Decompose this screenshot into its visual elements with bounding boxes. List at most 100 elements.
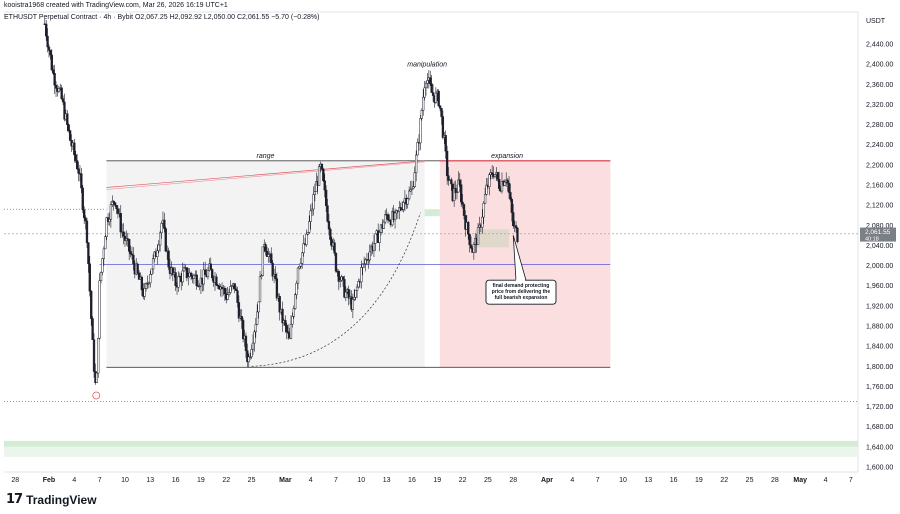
x-tick-label: 10 <box>121 477 129 484</box>
candle <box>399 202 402 212</box>
candle-body <box>151 258 155 270</box>
x-tick-label: 4 <box>309 477 313 484</box>
candle <box>496 171 499 182</box>
candle-body <box>468 233 471 246</box>
candle-body <box>116 208 120 214</box>
x-tick-label: Feb <box>43 477 55 484</box>
candle-body <box>246 350 249 363</box>
candle-body <box>310 208 314 212</box>
candle <box>216 283 219 290</box>
candle <box>299 257 302 270</box>
symbol-ohlc-line: ETHUSDT Perpetual Contract · 4h · Bybit … <box>4 14 320 21</box>
candle-body <box>302 243 305 254</box>
candle <box>302 234 305 257</box>
candle-body <box>115 205 118 209</box>
candle <box>251 334 255 355</box>
x-tick-label: 19 <box>197 477 205 484</box>
candle-body <box>309 210 312 222</box>
candle <box>129 245 132 258</box>
candle-body <box>216 284 219 287</box>
candle-body <box>298 266 301 269</box>
current-price-badge <box>860 227 896 242</box>
candle-body <box>47 46 51 51</box>
x-tick-label: 16 <box>172 477 180 484</box>
candle <box>260 273 263 280</box>
zones-layer <box>4 11 859 473</box>
candle-body <box>469 244 473 249</box>
candle-body <box>327 221 331 230</box>
candle-body <box>260 275 263 278</box>
x-tick-label: 22 <box>222 477 230 484</box>
x-tick-label: 28 <box>509 477 517 484</box>
candle-body <box>85 220 89 244</box>
candle <box>271 260 274 281</box>
candle-body <box>67 124 70 131</box>
candle-body <box>503 181 506 186</box>
candle <box>256 304 259 326</box>
candle <box>295 280 298 300</box>
candle-body <box>84 217 87 222</box>
candle <box>68 129 72 141</box>
candle-body <box>244 335 248 352</box>
candle <box>233 283 236 294</box>
candle <box>467 220 470 240</box>
candle-body <box>278 296 281 313</box>
candle-body <box>275 278 279 299</box>
annotations-layer: range expansion manipulation final demand p… <box>92 62 557 400</box>
candle-body <box>50 54 53 71</box>
candle-body <box>181 270 184 283</box>
candle <box>355 283 359 299</box>
candle <box>80 167 83 194</box>
candle <box>308 215 311 235</box>
candle <box>416 138 419 156</box>
candle-body <box>198 285 201 288</box>
candle-body <box>113 202 117 206</box>
candle-body <box>355 286 359 291</box>
candle <box>61 95 65 106</box>
candle-body <box>399 207 402 210</box>
candle-body <box>395 210 398 214</box>
candle-body <box>108 219 111 222</box>
candle <box>66 110 69 132</box>
candle <box>163 212 166 233</box>
candle <box>493 174 497 179</box>
candle <box>160 221 163 239</box>
y-tick-label: 1,640.00 <box>866 444 893 451</box>
candle <box>431 84 435 102</box>
candle <box>156 244 159 265</box>
candle-body <box>429 77 432 85</box>
candle <box>60 84 63 101</box>
candle-body <box>267 254 270 257</box>
current-price-label: 2,061.55 <box>865 229 891 236</box>
candle <box>206 266 210 280</box>
candle-body <box>156 250 159 257</box>
candle <box>189 271 193 281</box>
trendline-b <box>106 161 425 190</box>
x-tick-label: 28 <box>11 477 19 484</box>
candle-body <box>323 180 326 191</box>
candle <box>419 114 422 151</box>
candle-body <box>284 320 287 326</box>
candle-body <box>164 228 167 252</box>
candle-body <box>123 235 127 241</box>
candle-body <box>101 258 104 273</box>
candle <box>90 290 93 326</box>
x-tick-label: 10 <box>619 477 627 484</box>
candle <box>88 255 91 297</box>
candle-body <box>434 92 438 103</box>
tradingview-brand[interactable]: 17 TradingView <box>6 492 97 507</box>
candle <box>74 150 77 163</box>
callout-line: final demand protecting <box>493 283 550 289</box>
candle <box>301 252 304 269</box>
candle <box>45 19 48 41</box>
candle <box>315 172 318 192</box>
candle <box>149 270 152 288</box>
y-tick-label: 2,040.00 <box>866 243 893 250</box>
candle-body <box>337 271 340 282</box>
candle-body <box>66 113 69 125</box>
candle-body <box>367 259 370 261</box>
y-tick-label: 2,440.00 <box>866 42 893 49</box>
candle-body <box>482 202 485 218</box>
candle <box>329 227 332 246</box>
